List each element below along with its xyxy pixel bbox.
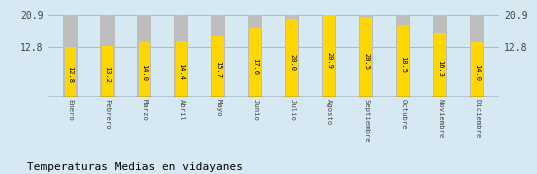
Bar [176,41,187,97]
Text: 13.2: 13.2 [105,66,111,83]
Bar [433,15,447,97]
Bar [323,15,335,97]
Bar [286,19,298,97]
Bar [396,15,410,97]
Text: 15.7: 15.7 [215,61,221,78]
Bar [359,15,373,97]
Bar [434,33,446,97]
Text: 20.0: 20.0 [289,54,295,71]
Bar [213,36,224,97]
Bar [250,28,262,97]
Bar [137,15,151,97]
Bar [100,15,114,97]
Text: 18.5: 18.5 [400,56,407,73]
Bar [101,46,113,97]
Bar [63,15,77,97]
Text: 14.0: 14.0 [474,64,480,81]
Bar [248,15,263,97]
Text: 12.8: 12.8 [68,66,74,83]
Text: Temperaturas Medias en vidayanes: Temperaturas Medias en vidayanes [27,162,243,172]
Bar [471,42,483,97]
Bar [212,15,226,97]
Bar [139,42,150,97]
Text: 20.5: 20.5 [364,53,369,70]
Text: 14.0: 14.0 [141,64,148,81]
Bar [64,47,76,97]
Bar [360,17,372,97]
Bar [470,15,484,97]
Text: 17.6: 17.6 [252,58,258,75]
Text: 16.3: 16.3 [437,60,443,77]
Bar [322,15,336,97]
Bar [397,25,409,97]
Bar [285,15,300,97]
Bar [175,15,188,97]
Text: 20.9: 20.9 [326,52,332,69]
Text: 14.4: 14.4 [178,64,184,81]
